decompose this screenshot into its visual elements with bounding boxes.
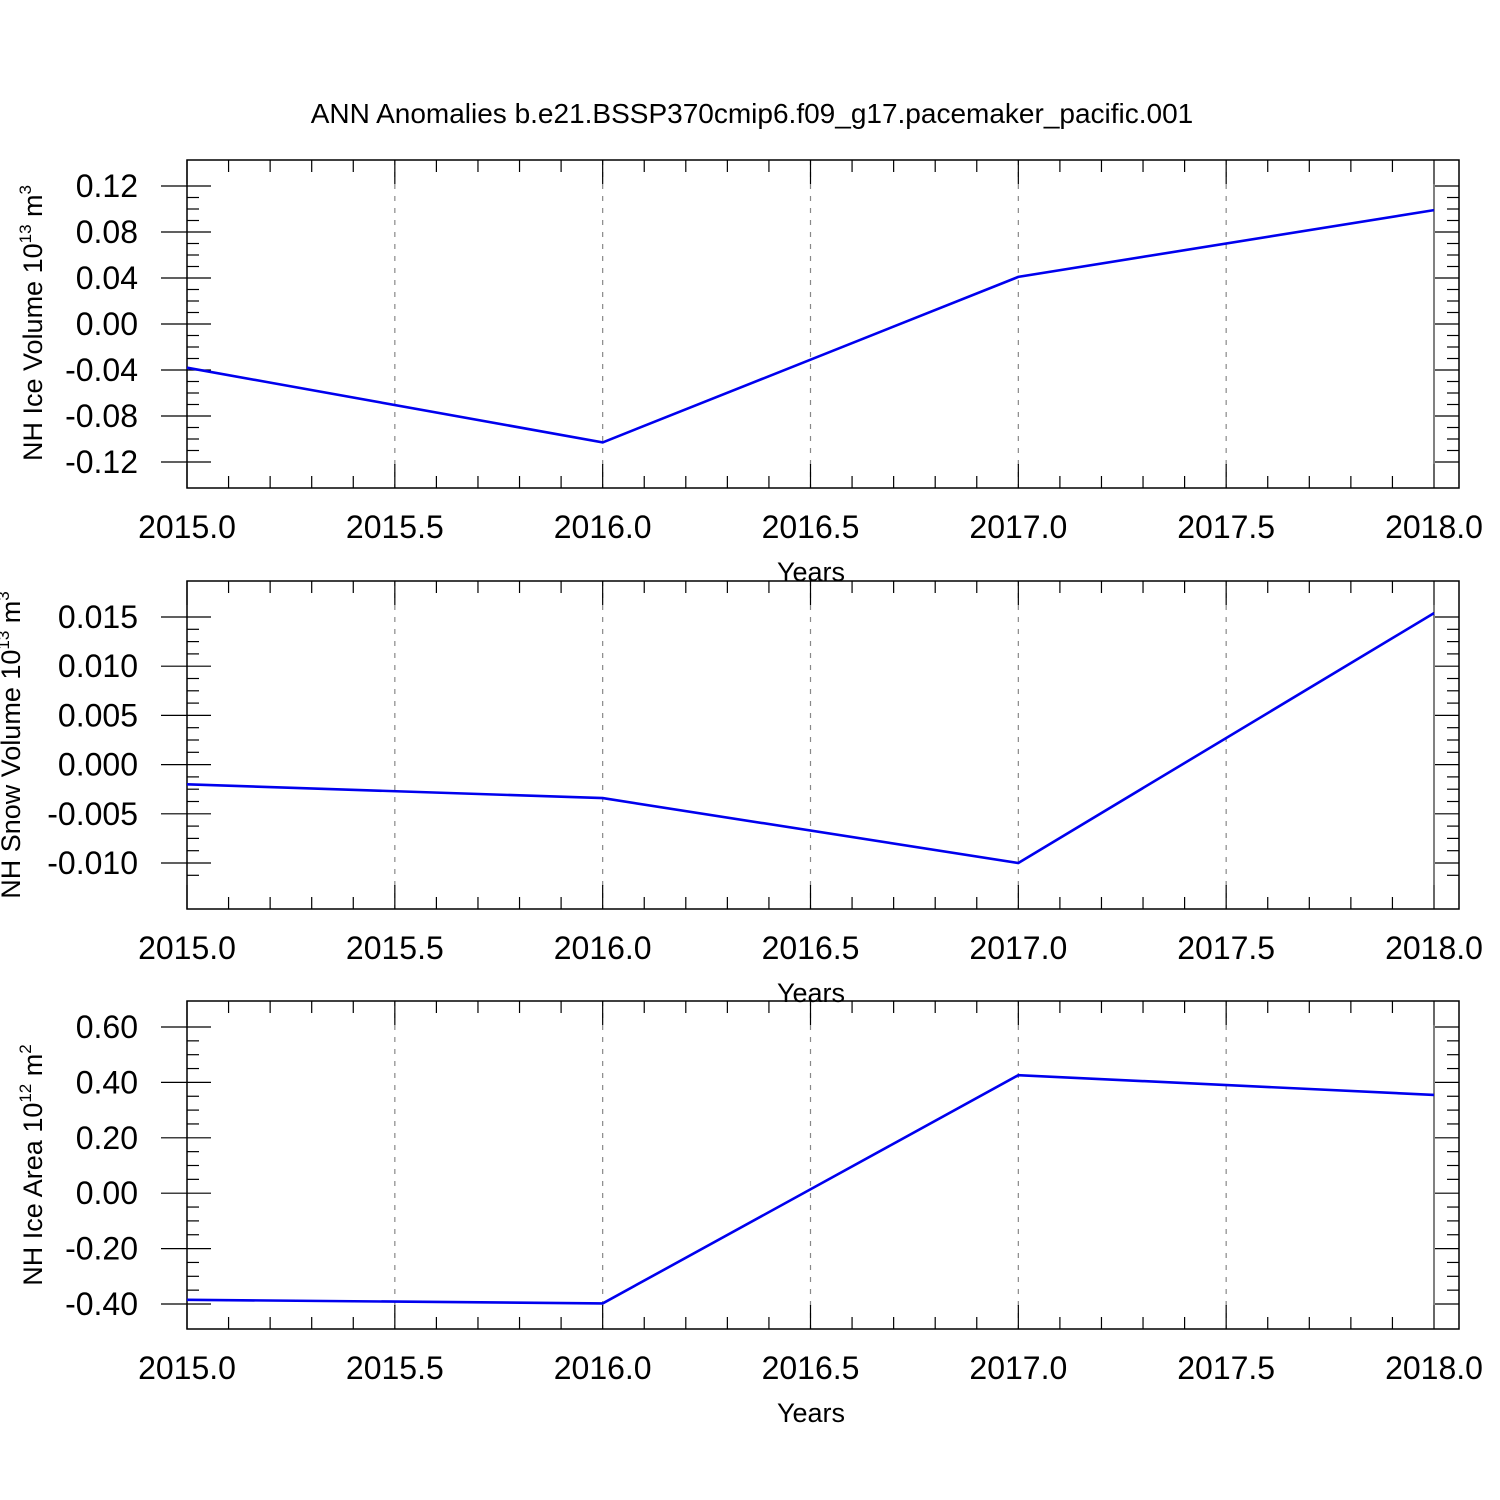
x-tick-label: 2016.0 [554, 1350, 652, 1386]
panels: 2015.0 2015.5 2016.0 2016.5 2017.0 2017.5 2018… [0, 159, 1483, 1428]
panel-3: 2015.0 2015.5 2016.0 2016.5 2017.0 2017.5 2018… [16, 1000, 1483, 1428]
y-tick-label: 0.20 [76, 1120, 138, 1156]
y-tick-label: -0.08 [65, 398, 138, 434]
y-tick-label: 0.08 [76, 214, 138, 250]
x-tick-label: 2015.5 [346, 1350, 444, 1386]
y-tick-label: 0.00 [76, 306, 138, 342]
y-tick-label: -0.20 [65, 1231, 138, 1267]
y-axis-title: NH Ice Area 1012 m2 [16, 1044, 48, 1285]
y-tick-label: 0.60 [76, 1009, 138, 1045]
x-tick-label: 2015.0 [138, 509, 236, 545]
series-line-1 [186, 611, 1435, 865]
x-tick-label: 2015.5 [346, 930, 444, 966]
y-tick-label: 0.40 [76, 1064, 138, 1100]
x-tick-label: 2017.5 [1177, 930, 1275, 966]
figure-title: ANN Anomalies b.e21.BSSP370cmip6.f09_g17… [311, 98, 1194, 129]
x-tick-label: 2016.5 [762, 509, 860, 545]
series-line-1 [186, 1073, 1435, 1305]
y-tick-label: -0.04 [65, 352, 138, 388]
y-tick-label: 0.000 [58, 747, 138, 783]
x-tick-label: 2018.0 [1385, 930, 1483, 966]
series-line-1 [186, 208, 1435, 444]
y-axis-title: NH Ice Volume 1013 m3 [16, 185, 48, 461]
x-tick-label: 2017.0 [969, 1350, 1067, 1386]
y-tick-label: 0.015 [58, 599, 138, 635]
x-tick-label: 2017.5 [1177, 1350, 1275, 1386]
y-tick-label: -0.010 [47, 845, 138, 881]
x-axis-title: Years [777, 1398, 845, 1428]
y-tick-label: -0.40 [65, 1286, 138, 1322]
x-tick-label: 2016.0 [554, 930, 652, 966]
plot-frame [186, 1000, 1460, 1330]
y-tick-label: -0.005 [47, 796, 138, 832]
y-axis-title: NH Snow Volume 1013 m3 [0, 591, 26, 899]
y-tick-label: 0.010 [58, 648, 138, 684]
x-tick-label: 2015.5 [346, 509, 444, 545]
y-tick-label: 0.12 [76, 168, 138, 204]
y-tick-label: 0.04 [76, 260, 138, 296]
x-tick-label: 2016.5 [762, 930, 860, 966]
x-tick-label: 2017.5 [1177, 509, 1275, 545]
panel-1: 2015.0 2015.5 2016.0 2016.5 2017.0 2017.5 2018… [16, 159, 1483, 587]
y-tick-label: 0.00 [76, 1175, 138, 1211]
x-tick-label: 2017.0 [969, 930, 1067, 966]
x-tick-label: 2015.0 [138, 1350, 236, 1386]
x-tick-label: 2016.5 [762, 1350, 860, 1386]
x-tick-label: 2016.0 [554, 509, 652, 545]
panel-2: 2015.0 2015.5 2016.0 2016.5 2017.0 2017.5 2018… [0, 580, 1483, 1008]
y-tick-label: 0.005 [58, 697, 138, 733]
x-tick-label: 2018.0 [1385, 1350, 1483, 1386]
plot-frame [186, 580, 1460, 910]
y-tick-label: -0.12 [65, 444, 138, 480]
x-tick-label: 2015.0 [138, 930, 236, 966]
plot-frame [186, 159, 1460, 489]
x-tick-label: 2018.0 [1385, 509, 1483, 545]
x-tick-label: 2017.0 [969, 509, 1067, 545]
